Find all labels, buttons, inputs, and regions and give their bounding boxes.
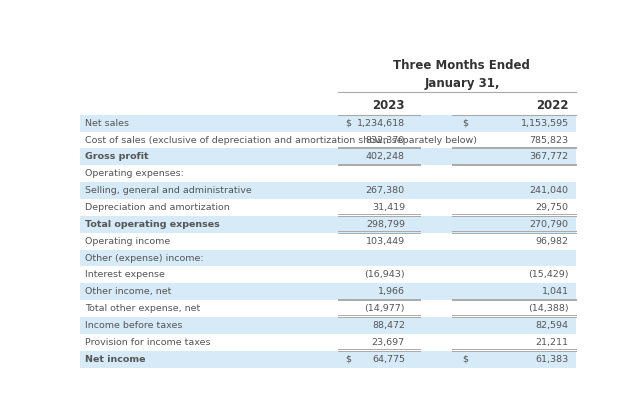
Text: Total other expense, net: Total other expense, net <box>85 304 200 313</box>
Text: 31,419: 31,419 <box>372 203 405 212</box>
Text: 1,966: 1,966 <box>378 287 405 296</box>
Bar <box>80 317 576 334</box>
Text: 82,594: 82,594 <box>536 321 568 330</box>
Text: Net income: Net income <box>85 355 145 363</box>
Text: Income before taxes: Income before taxes <box>85 321 182 330</box>
Text: Net sales: Net sales <box>85 119 129 128</box>
Text: Gross profit: Gross profit <box>85 152 148 161</box>
Text: Depreciation and amortization: Depreciation and amortization <box>85 203 230 212</box>
Text: 64,775: 64,775 <box>372 355 405 363</box>
Text: 298,799: 298,799 <box>366 220 405 229</box>
Text: January 31,: January 31, <box>424 76 500 90</box>
Text: (14,977): (14,977) <box>364 304 405 313</box>
Text: Operating expenses:: Operating expenses: <box>85 169 184 178</box>
Text: Cost of sales (exclusive of depreciation and amortization shown separately below: Cost of sales (exclusive of depreciation… <box>85 135 477 145</box>
Text: Interest expense: Interest expense <box>85 271 165 279</box>
Text: (15,429): (15,429) <box>528 271 568 279</box>
Bar <box>80 283 576 300</box>
Text: 241,040: 241,040 <box>529 186 568 195</box>
Bar <box>80 148 576 165</box>
Text: 29,750: 29,750 <box>536 203 568 212</box>
Text: Other income, net: Other income, net <box>85 287 172 296</box>
Text: 267,380: 267,380 <box>365 186 405 195</box>
Text: 1,041: 1,041 <box>541 287 568 296</box>
Text: Other (expense) income:: Other (expense) income: <box>85 254 204 263</box>
Text: 2023: 2023 <box>372 99 405 112</box>
Text: 88,472: 88,472 <box>372 321 405 330</box>
Text: Three Months Ended: Three Months Ended <box>394 59 531 72</box>
Text: 103,449: 103,449 <box>365 237 405 246</box>
Text: (14,388): (14,388) <box>528 304 568 313</box>
Text: 96,982: 96,982 <box>536 237 568 246</box>
Text: 270,790: 270,790 <box>529 220 568 229</box>
Text: Total operating expenses: Total operating expenses <box>85 220 220 229</box>
Text: Selling, general and administrative: Selling, general and administrative <box>85 186 252 195</box>
Bar <box>80 216 576 233</box>
Text: $: $ <box>346 355 351 363</box>
Text: 1,153,595: 1,153,595 <box>520 119 568 128</box>
Bar <box>80 351 576 368</box>
Bar <box>80 115 576 132</box>
Text: 367,772: 367,772 <box>529 152 568 161</box>
Text: 402,248: 402,248 <box>366 152 405 161</box>
Text: 832,370: 832,370 <box>365 135 405 145</box>
Text: 1,234,618: 1,234,618 <box>356 119 405 128</box>
Text: 23,697: 23,697 <box>372 338 405 347</box>
Text: $: $ <box>346 119 351 128</box>
Bar <box>80 182 576 199</box>
Text: (16,943): (16,943) <box>364 271 405 279</box>
Text: Provision for income taxes: Provision for income taxes <box>85 338 211 347</box>
Text: 2022: 2022 <box>536 99 568 112</box>
Text: Operating income: Operating income <box>85 237 170 246</box>
Text: $: $ <box>462 119 468 128</box>
Text: 21,211: 21,211 <box>536 338 568 347</box>
Bar <box>80 249 576 266</box>
Text: 785,823: 785,823 <box>529 135 568 145</box>
Text: 61,383: 61,383 <box>535 355 568 363</box>
Text: $: $ <box>462 355 468 363</box>
